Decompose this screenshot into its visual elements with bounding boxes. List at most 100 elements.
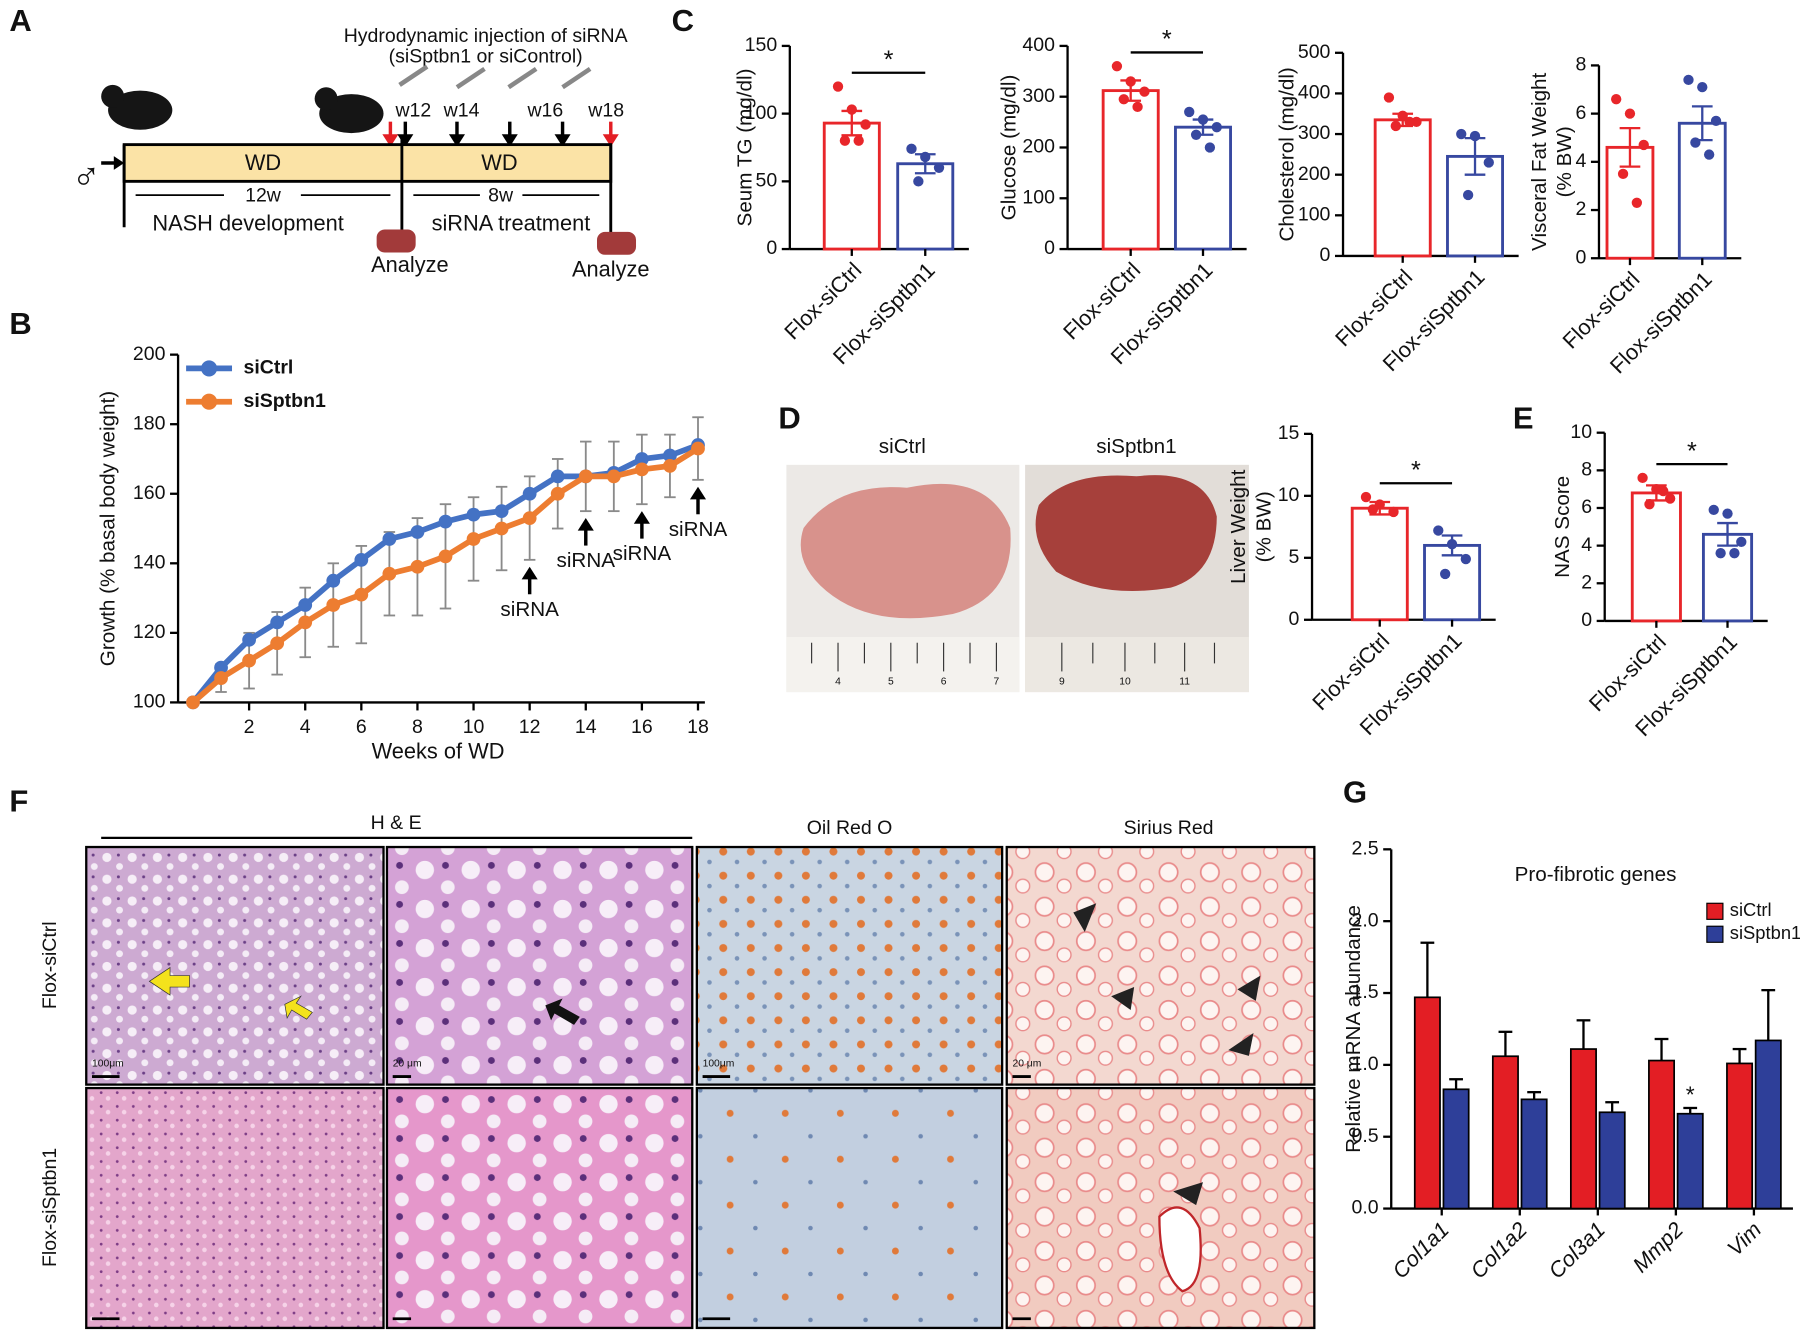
data-point (1184, 106, 1195, 118)
data-point (1708, 504, 1719, 516)
data-point (1658, 485, 1669, 497)
point (382, 566, 397, 581)
scale-label: 20 μm (1012, 1059, 1041, 1070)
point (298, 598, 313, 612)
bar (1174, 125, 1232, 251)
y-tick-label: 0 (766, 237, 777, 259)
x-tick-label: 12 (519, 716, 541, 738)
legend-label: siCtrl (1730, 899, 1772, 920)
y-tick-label: 1.0 (1351, 1053, 1378, 1075)
data-point (1469, 130, 1481, 142)
data-point (1360, 491, 1372, 503)
panel-label: B (9, 306, 31, 341)
analyze-label: Analyze (572, 257, 650, 282)
data-point (846, 104, 857, 115)
y-tick-label: 4 (1575, 150, 1586, 172)
x-tick-label: 14 (575, 716, 597, 738)
y-tick-label: 100 (745, 102, 778, 124)
x-tick-label: 2 (244, 716, 255, 738)
injection-title: Hydrodynamic injection of siRNA (344, 25, 628, 47)
scale-label: 100μm (92, 1059, 124, 1070)
legend-label: siCtrl (243, 357, 293, 379)
y-tick-label: 160 (133, 482, 166, 504)
data-point (1638, 139, 1649, 151)
point (663, 448, 677, 463)
data-point (1440, 568, 1451, 580)
ruler-label: 6 (941, 676, 947, 687)
chart-title: Pro-fibrotic genes (1515, 863, 1677, 886)
bar (1491, 1055, 1519, 1210)
data-point (1617, 168, 1629, 180)
bar (1520, 1098, 1548, 1210)
point (242, 632, 256, 647)
y-tick-label: 400 (1022, 34, 1055, 56)
x-tick-label: Vim (1722, 1217, 1766, 1261)
panel-label: G (1343, 774, 1367, 809)
scale-label: 100μm (703, 1059, 735, 1070)
y-tick-label: 0.0 (1351, 1197, 1378, 1219)
point (298, 615, 313, 630)
data-point (1710, 115, 1722, 127)
arrow-marker (284, 995, 313, 1020)
ruler (786, 636, 1020, 693)
y-tick-label: 300 (1022, 85, 1055, 107)
photo-label: siCtrl (879, 435, 926, 458)
bar (1726, 1062, 1754, 1210)
point (354, 587, 369, 602)
y-tick-label: 0 (1581, 609, 1592, 631)
stain-label: H & E (371, 812, 422, 834)
y-axis-label: Relative mRNA abundance (1342, 905, 1365, 1153)
bar (822, 121, 881, 251)
y-tick-label: 8 (1575, 54, 1586, 76)
annotation-arrow (521, 566, 538, 580)
data-point (1697, 81, 1708, 93)
point (214, 671, 228, 685)
point (635, 462, 649, 477)
significance: * (1162, 26, 1172, 54)
y-tick-label: 200 (1298, 163, 1331, 185)
arrow-marker (545, 998, 580, 1025)
ruler-label: 4 (835, 676, 841, 687)
data-point (1462, 189, 1474, 201)
y-tick-label: 2 (1581, 571, 1592, 593)
y-tick-label: 5 (1289, 546, 1300, 568)
vessel (1158, 1206, 1202, 1293)
point (466, 532, 481, 546)
y-tick-label: 10 (1278, 484, 1300, 506)
point (438, 514, 453, 529)
data-point (832, 81, 844, 92)
x-tick-label: Col3a1 (1544, 1217, 1611, 1284)
diet-label: WD (481, 150, 517, 175)
legend-label: siSptbn1 (243, 390, 325, 412)
ruler-label: 7 (994, 676, 1000, 687)
duration-label: 12w (245, 184, 282, 206)
y-tick-label: 500 (1298, 41, 1331, 63)
annotation: siRNA (669, 518, 728, 541)
data-point (1644, 499, 1655, 510)
data-point (1446, 539, 1458, 550)
liver-photos: siCtrl siSptbn1 4 5 6 7 9 10 11 (786, 435, 1249, 693)
y-tick-label: 200 (133, 343, 166, 365)
y-tick-label: 0 (1575, 246, 1586, 268)
diet-label: WD (245, 150, 281, 175)
data-point (1637, 472, 1648, 484)
point (354, 552, 369, 567)
legend-swatch (1706, 902, 1724, 920)
x-tick-label: 4 (300, 716, 311, 738)
arrow-marker (148, 966, 190, 996)
x-tick-label: 18 (687, 716, 709, 738)
data-point (1736, 536, 1747, 548)
point (410, 559, 425, 574)
panel-label: A (9, 3, 31, 38)
y-axis-label: Visceral Fat Weight (1528, 72, 1551, 250)
arrow (113, 156, 125, 170)
liver-icon (376, 229, 416, 253)
arrowheads (1073, 903, 1261, 1206)
data-point (1456, 128, 1467, 140)
y-tick-label: 0.5 (1351, 1125, 1378, 1147)
y-tick-label: 400 (1298, 82, 1331, 104)
y-tick-label: 120 (133, 621, 166, 643)
data-point (1460, 553, 1471, 565)
phase-label: siRNA treatment (432, 211, 591, 236)
